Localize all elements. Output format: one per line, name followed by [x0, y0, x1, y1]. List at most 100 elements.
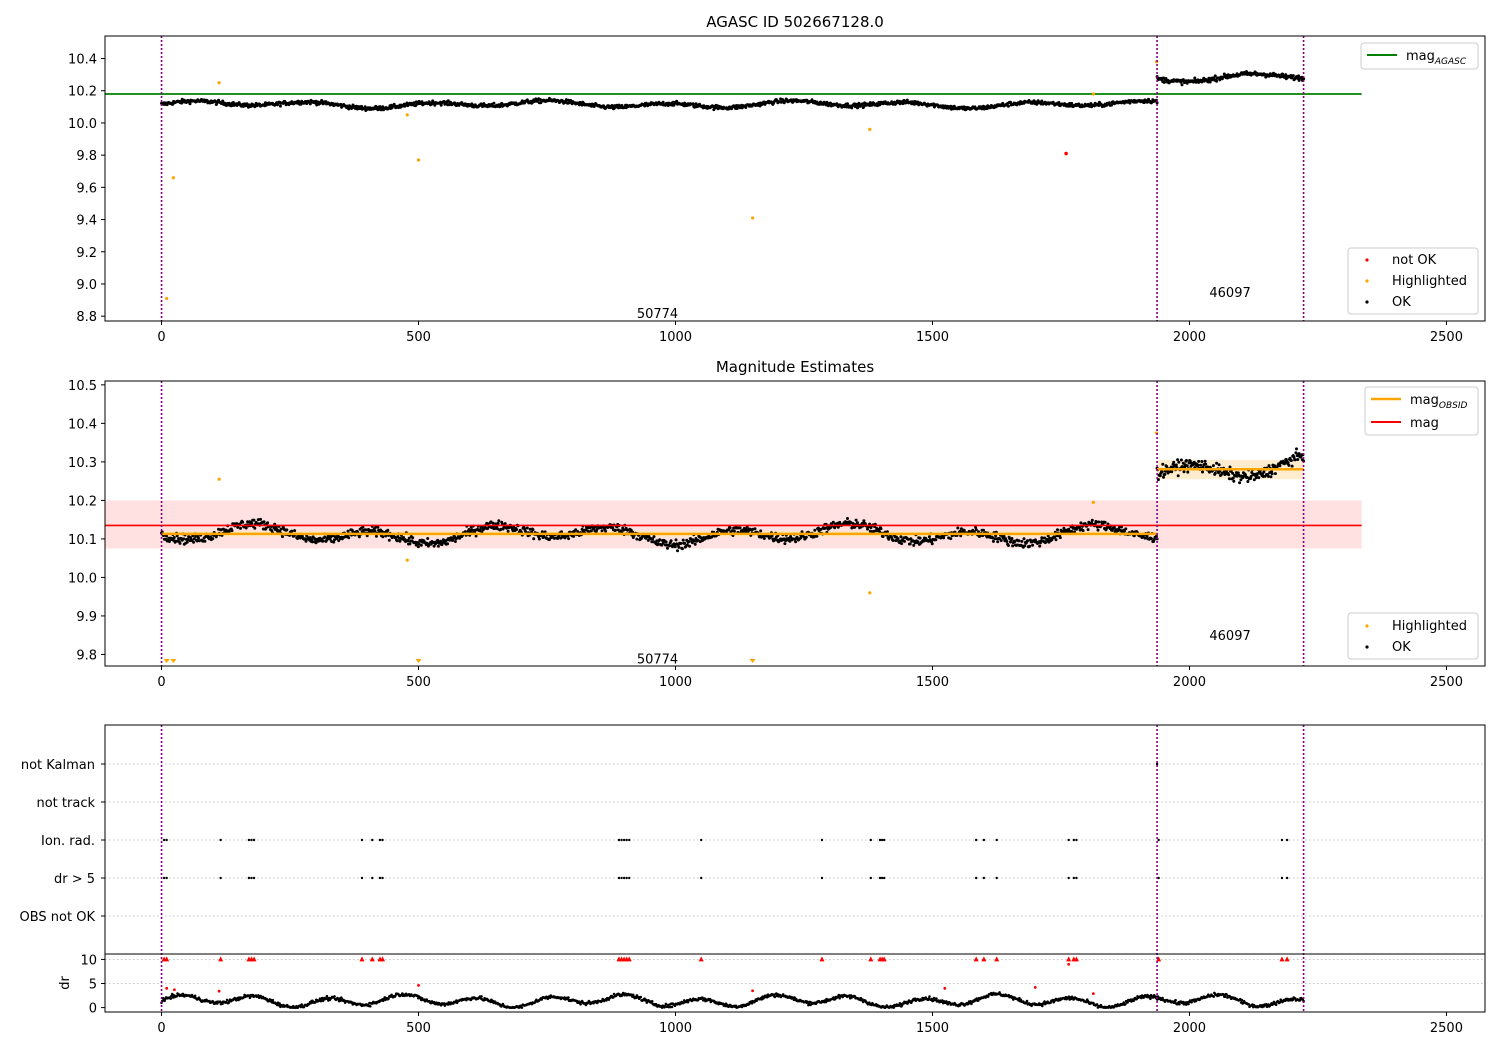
x-tick-label: 2500: [1430, 675, 1463, 690]
ok-point: [794, 540, 798, 544]
ok-point: [1197, 459, 1201, 463]
flag-point: [869, 876, 873, 880]
x-tick-label: 0: [157, 330, 165, 345]
ok-point: [436, 538, 440, 542]
ok-point: [387, 538, 391, 542]
flag-point: [381, 838, 384, 842]
ok-point: [182, 537, 186, 541]
ok-point: [1227, 477, 1231, 481]
ok-point: [673, 545, 677, 549]
flag-point: [820, 838, 824, 842]
x-tick-label: 500: [406, 675, 431, 690]
y-tick-label: 9.6: [76, 181, 97, 196]
dr-point: [181, 992, 185, 996]
ok-point: [566, 534, 570, 538]
ok-point: [870, 103, 874, 107]
ok-point: [1273, 472, 1277, 476]
ok-point: [974, 528, 978, 532]
ok-point: [398, 539, 402, 543]
flag-point: [252, 838, 256, 842]
flag-point: [1067, 838, 1070, 842]
ok-point: [1089, 102, 1093, 105]
ok-point: [1145, 534, 1149, 538]
ok-point: [1160, 470, 1164, 474]
ok-point: [878, 530, 882, 534]
ok-point: [679, 541, 683, 545]
flag-point: [371, 838, 374, 842]
ok-point: [1155, 101, 1159, 105]
ok-point: [230, 529, 234, 533]
ok-point: [891, 539, 895, 542]
flag-point: [1157, 876, 1160, 880]
ok-point: [1203, 459, 1207, 463]
legend-not-ok: not OK: [1392, 253, 1437, 268]
dr-point: [605, 999, 608, 1002]
dr-high-marker: [626, 956, 632, 962]
ok-point: [982, 104, 985, 108]
ok-point: [962, 528, 966, 532]
obsid-label: 50774: [637, 652, 678, 667]
ok-point: [572, 534, 576, 538]
ok-point: [1246, 480, 1250, 483]
ok-point: [664, 540, 668, 544]
ok-point: [1078, 525, 1081, 529]
ok-point: [497, 519, 501, 523]
dr-red-point: [751, 989, 754, 993]
ok-point: [683, 541, 687, 545]
ok-point: [259, 517, 262, 521]
ok-point: [1270, 472, 1274, 476]
dr-point: [221, 1002, 224, 1005]
flag-point: [1075, 876, 1078, 880]
ok-point: [363, 105, 367, 109]
ok-point: [681, 538, 685, 542]
flag-point: [252, 876, 256, 880]
ok-point: [982, 528, 985, 532]
ok-point: [1281, 72, 1284, 76]
ok-point: [1297, 78, 1301, 82]
dr-point: [1184, 1003, 1188, 1006]
ok-point: [690, 541, 694, 545]
ok-point: [1053, 535, 1057, 539]
ok-point: [620, 104, 624, 107]
flag-point: [1285, 876, 1289, 880]
ok-point: [293, 529, 297, 533]
dr-high-marker: [380, 956, 386, 962]
flag-point: [378, 876, 382, 880]
ok-point: [453, 540, 457, 543]
highlighted-point: [1091, 92, 1095, 96]
dr-point: [1187, 1002, 1190, 1006]
ok-point: [491, 521, 495, 525]
ok-point: [420, 100, 424, 104]
ok-point: [829, 526, 832, 530]
ok-point: [677, 545, 681, 549]
ok-point: [666, 546, 669, 550]
legend-highlighted-2: Highlighted: [1392, 619, 1467, 634]
ok-point: [658, 538, 662, 542]
ok-point: [1070, 530, 1074, 533]
dr-point: [394, 994, 397, 997]
flags-plot-frame: [104, 724, 1486, 1013]
below-range-marker: [163, 659, 170, 663]
dr-point: [567, 996, 570, 999]
ok-point: [996, 540, 1000, 544]
ok-point: [651, 537, 655, 541]
ok-point: [1293, 458, 1297, 462]
ok-point: [408, 542, 412, 546]
ok-point: [1005, 540, 1009, 543]
flag-point: [165, 876, 168, 880]
dr-point: [596, 1001, 599, 1005]
highlighted-point: [165, 296, 169, 301]
magnitude-legend-bottom: Highlighted OK: [1347, 612, 1479, 660]
ok-point: [732, 529, 736, 533]
dr-point: [309, 1001, 313, 1005]
ok-point: [896, 537, 900, 541]
ok-point: [1254, 476, 1258, 480]
y-tick-label: 10.4: [68, 53, 97, 68]
ok-point: [1201, 470, 1204, 474]
category-label: not Kalman: [21, 758, 95, 773]
ok-point: [974, 525, 978, 529]
ok-point: [281, 535, 284, 539]
ok-point: [1162, 80, 1166, 84]
